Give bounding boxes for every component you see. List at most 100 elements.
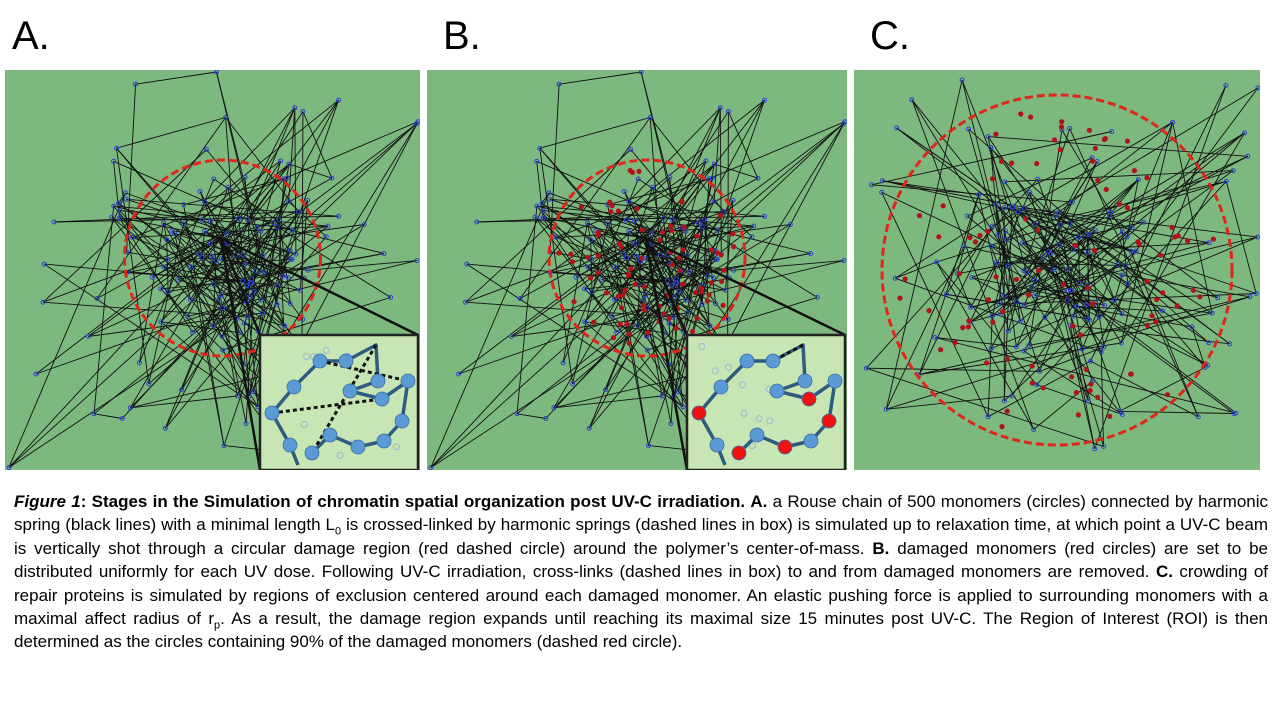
spring-line xyxy=(119,218,247,303)
damaged-monomer xyxy=(595,232,601,238)
spring-line xyxy=(881,192,989,417)
spring-line xyxy=(300,121,419,347)
spring-line xyxy=(895,261,937,279)
spring-line xyxy=(201,219,292,260)
monomer xyxy=(632,218,638,224)
spring-line xyxy=(663,218,684,407)
monomer xyxy=(1021,348,1027,354)
monomer xyxy=(659,393,665,399)
monomer xyxy=(684,310,690,316)
panel-letter-c: C. xyxy=(870,14,910,58)
damaged-monomer xyxy=(1124,138,1131,144)
monomer xyxy=(85,334,91,339)
caption-part-b-label: B. xyxy=(872,538,890,558)
monomer xyxy=(211,176,217,182)
spring-line xyxy=(1011,284,1088,397)
monomer xyxy=(220,305,226,311)
spring-line xyxy=(203,107,296,202)
spring-line xyxy=(1012,206,1056,216)
spring-line xyxy=(1034,223,1132,252)
monomer xyxy=(172,230,177,236)
monomer xyxy=(532,214,538,220)
spring-line xyxy=(886,395,1012,410)
spring-line xyxy=(584,237,646,323)
spring-line xyxy=(542,217,646,239)
monomer xyxy=(711,198,717,204)
monomer xyxy=(1119,311,1125,317)
monomer xyxy=(253,268,259,274)
monomer xyxy=(599,277,605,283)
spring-line xyxy=(645,178,710,259)
monomer xyxy=(702,217,708,223)
monomer xyxy=(1013,344,1019,350)
damaged-monomer xyxy=(591,319,597,325)
damaged-monomer xyxy=(1124,205,1131,211)
monomer xyxy=(213,258,219,264)
monomer xyxy=(676,288,682,294)
monomer xyxy=(329,175,335,181)
monomer xyxy=(210,323,216,328)
monomer xyxy=(1119,412,1125,417)
monomer xyxy=(556,81,562,87)
damaged-monomer xyxy=(680,247,686,253)
inset-faint-monomer xyxy=(739,381,747,389)
spring-line xyxy=(243,323,250,396)
spring-line xyxy=(1126,179,1139,238)
inset-damaged-monomer xyxy=(691,405,707,421)
spring-line xyxy=(1043,257,1088,290)
monomer xyxy=(305,197,310,203)
spring-line xyxy=(1090,85,1227,362)
spring-line xyxy=(251,282,285,327)
inset-chain xyxy=(697,343,837,466)
monomer xyxy=(1115,261,1121,267)
spring-line xyxy=(645,277,730,296)
spring-line xyxy=(225,117,299,212)
monomer xyxy=(589,289,595,295)
spring-line xyxy=(201,176,246,221)
spring-line xyxy=(687,255,711,327)
damaged-monomer xyxy=(578,204,584,210)
monomer xyxy=(207,240,213,246)
monomer xyxy=(969,274,975,280)
monomer xyxy=(300,109,306,114)
monomer xyxy=(1042,314,1048,320)
damage-region-circle xyxy=(880,93,1234,447)
damaged-monomer xyxy=(570,259,576,265)
spring-line xyxy=(8,163,290,468)
spring-line xyxy=(183,99,339,225)
damaged-monomer xyxy=(694,233,700,239)
monomer xyxy=(136,360,142,366)
damaged-monomer xyxy=(1095,394,1101,400)
monomer xyxy=(730,197,736,203)
monomer xyxy=(1255,234,1260,240)
damaged-monomer xyxy=(1154,296,1160,303)
monomer xyxy=(603,387,609,393)
damaged-monomer xyxy=(1131,168,1137,174)
damaged-monomer xyxy=(660,229,666,235)
damaged-monomer xyxy=(965,324,971,330)
monomer xyxy=(540,208,546,213)
monomer xyxy=(109,214,115,220)
spring-line xyxy=(160,321,240,334)
zoom-lines xyxy=(219,236,419,470)
damaged-monomer xyxy=(1090,158,1096,164)
zoom-line xyxy=(644,237,689,470)
damaged-monomer xyxy=(1036,267,1042,274)
monomer xyxy=(179,387,185,393)
monomer xyxy=(288,256,294,262)
monomer xyxy=(1128,248,1134,254)
monomer xyxy=(123,190,128,196)
spring-line xyxy=(458,218,664,375)
damaged-monomer xyxy=(1144,175,1150,181)
spring-line xyxy=(257,177,288,332)
monomer xyxy=(40,299,46,305)
monomer xyxy=(1073,304,1079,309)
monomer xyxy=(699,224,705,230)
damaged-monomer xyxy=(1072,242,1078,248)
monomer xyxy=(650,184,655,190)
spring-line xyxy=(885,79,963,410)
spring-line xyxy=(586,222,592,240)
monomer xyxy=(117,215,123,221)
damaged-monomer xyxy=(588,275,594,281)
monomer xyxy=(879,189,885,195)
